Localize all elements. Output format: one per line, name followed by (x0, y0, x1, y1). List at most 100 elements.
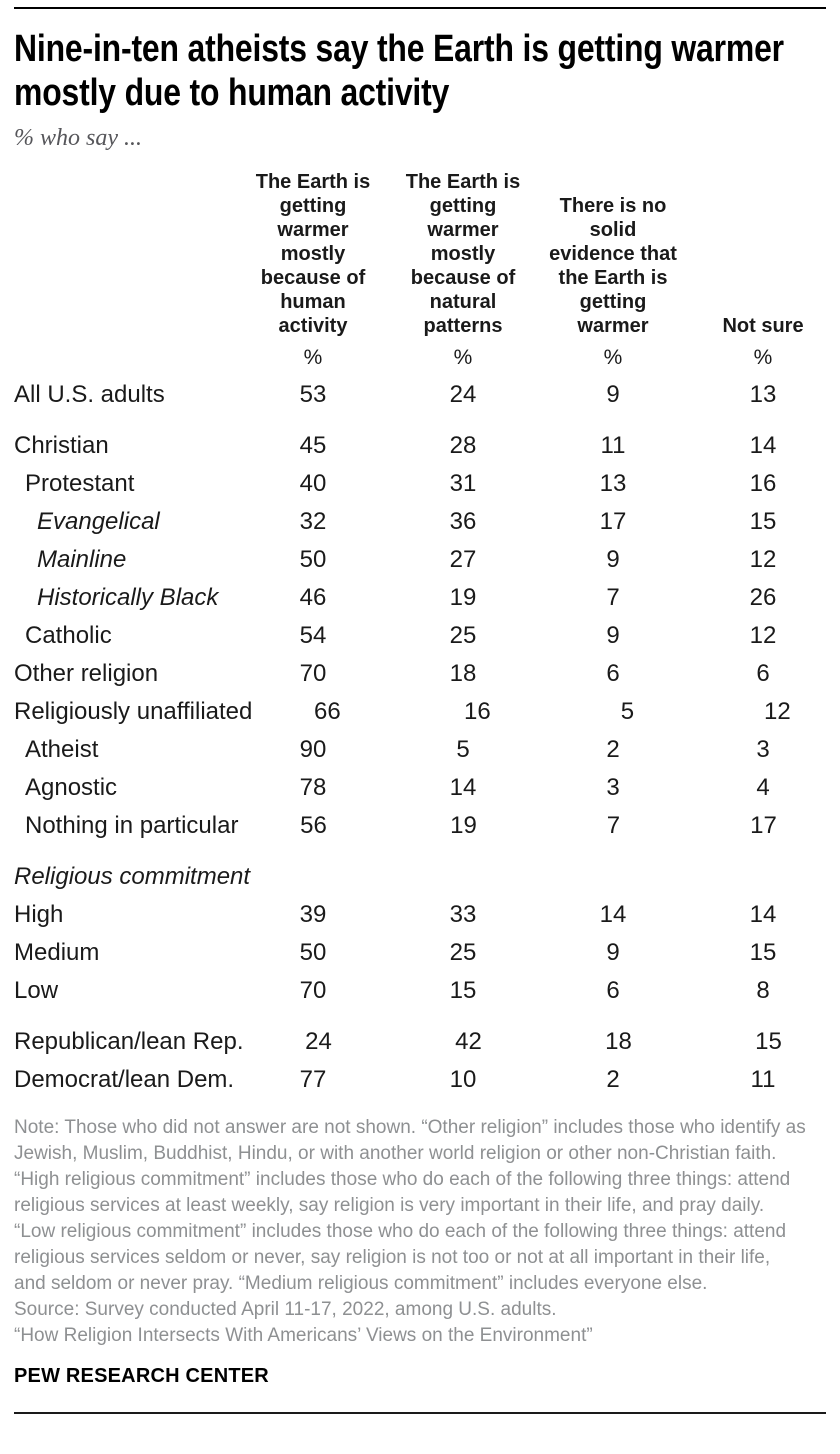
value-cell: 54 (299, 622, 327, 650)
table-row: Evangelical 32 36 17 15 (14, 503, 826, 541)
value-cell: 53 (299, 381, 327, 409)
value-cell: 9 (606, 622, 620, 650)
value-cell: 3 (756, 736, 770, 764)
value-cell: 16 (749, 470, 777, 498)
pew-research-center-wordmark: PEW RESEARCH CENTER (14, 1365, 269, 1388)
row-label: Nothing in particular (25, 812, 239, 840)
column-header: The Earth is getting warmer mostly becau… (405, 171, 521, 338)
table-body: All U.S. adults 53 24 9 13 Christian 45 28 11 14 P… (14, 376, 826, 1099)
value-cell: 70 (299, 977, 327, 1005)
value-cell: 2 (606, 736, 620, 764)
note-text: Note: Those who did not answer are not s… (14, 1117, 806, 1295)
value-cell: 50 (299, 546, 327, 574)
percent-symbol: % (753, 346, 773, 370)
value-cell: 17 (750, 812, 777, 840)
value-cell: 6 (606, 977, 620, 1005)
value-cell: 15 (749, 939, 777, 967)
column-headers: The Earth is getting warmer mostly becau… (14, 170, 826, 338)
table-row: Christian 45 28 11 14 (14, 427, 826, 465)
value-cell: 78 (299, 774, 327, 802)
value-cell: 15 (755, 1028, 782, 1056)
value-cell: 12 (764, 698, 791, 726)
table-row: Agnostic 78 14 3 4 (14, 769, 826, 807)
percent-symbol: % (603, 346, 623, 370)
value-cell: 19 (450, 812, 477, 840)
row-label: Medium (14, 939, 100, 967)
value-cell: 42 (455, 1028, 482, 1056)
section-row: Religious commitment (14, 858, 826, 896)
table-row: Democrat/lean Dem. 77 10 2 11 (14, 1061, 826, 1099)
table-row: Religiously unaffiliated 66 16 5 12 (14, 693, 826, 731)
value-cell: 7 (606, 584, 620, 612)
value-cell: 33 (449, 901, 477, 929)
value-cell: 66 (314, 698, 341, 726)
value-cell: 15 (749, 508, 777, 536)
page-title: Nine-in-ten atheists say the Earth is ge… (14, 28, 784, 115)
value-cell: 6 (756, 660, 770, 688)
percent-symbol: % (453, 346, 473, 370)
value-cell: 17 (599, 508, 627, 536)
value-cell: 8 (756, 977, 770, 1005)
value-cell: 24 (305, 1028, 332, 1056)
value-cell: 16 (464, 698, 491, 726)
value-cell: 27 (449, 546, 477, 574)
value-cell: 40 (299, 470, 327, 498)
value-cell: 4 (756, 774, 770, 802)
value-cell: 5 (620, 698, 635, 726)
table-row: Republican/lean Rep. 24 42 18 15 (14, 1023, 826, 1061)
value-cell: 18 (605, 1028, 632, 1056)
value-cell: 2 (606, 1066, 620, 1094)
value-cell: 9 (606, 939, 620, 967)
row-label: High (14, 901, 64, 929)
table-row: Other religion 70 18 6 6 (14, 655, 826, 693)
value-cell: 26 (749, 584, 777, 612)
table-row: Medium 50 25 9 15 (14, 934, 826, 972)
value-cell: 32 (299, 508, 327, 536)
table-row: Atheist 90 5 2 3 (14, 731, 826, 769)
table-row: High 39 33 14 14 (14, 896, 826, 934)
row-label: Low (14, 977, 59, 1005)
table-row: Mainline 50 27 9 12 (14, 541, 826, 579)
table-row: All U.S. adults 53 24 9 13 (14, 376, 826, 414)
value-cell: 24 (449, 381, 477, 409)
value-cell: 39 (299, 901, 327, 929)
value-cell: 14 (599, 901, 627, 929)
value-cell: 13 (599, 470, 627, 498)
row-label: Catholic (25, 622, 112, 650)
table-row: Catholic 54 25 9 12 (14, 617, 826, 655)
value-cell: 14 (749, 432, 777, 460)
column-header: The Earth is getting warmer mostly becau… (255, 171, 371, 338)
value-cell: 46 (299, 584, 327, 612)
value-cell: 14 (449, 774, 477, 802)
value-cell: 50 (299, 939, 327, 967)
value-cell: 14 (749, 901, 777, 929)
column-header: There is no solid evidence that the Eart… (549, 195, 677, 338)
value-cell: 28 (449, 432, 477, 460)
unit-row: %%%% (14, 346, 826, 370)
value-cell: 11 (600, 432, 626, 460)
source-text: Source: Survey conducted April 11-17, 20… (14, 1299, 557, 1321)
value-cell: 5 (456, 736, 470, 764)
value-cell: 11 (750, 1066, 776, 1094)
value-cell: 90 (299, 736, 327, 764)
footnotes: Note: Those who did not answer are not s… (14, 1115, 806, 1349)
value-cell: 10 (449, 1066, 477, 1094)
row-label: Christian (14, 432, 109, 460)
column-header: Not sure (722, 315, 804, 338)
row-label: Democrat/lean Dem. (14, 1066, 235, 1094)
value-cell: 77 (299, 1066, 327, 1094)
value-cell: 31 (449, 470, 477, 498)
value-cell: 15 (449, 977, 477, 1005)
table-row: Historically Black 46 19 7 26 (14, 579, 826, 617)
top-rule (14, 7, 826, 9)
row-label: Religiously unaffiliated (14, 698, 253, 726)
value-cell: 56 (300, 812, 327, 840)
value-cell: 12 (749, 622, 777, 650)
table-row: Protestant 40 31 13 16 (14, 465, 826, 503)
row-label: Agnostic (25, 774, 118, 802)
pew-table-figure: Nine-in-ten atheists say the Earth is ge… (0, 7, 840, 1415)
row-label: Protestant (25, 470, 135, 498)
value-cell: 9 (606, 546, 620, 574)
value-cell: 18 (449, 660, 477, 688)
value-cell: 19 (449, 584, 477, 612)
